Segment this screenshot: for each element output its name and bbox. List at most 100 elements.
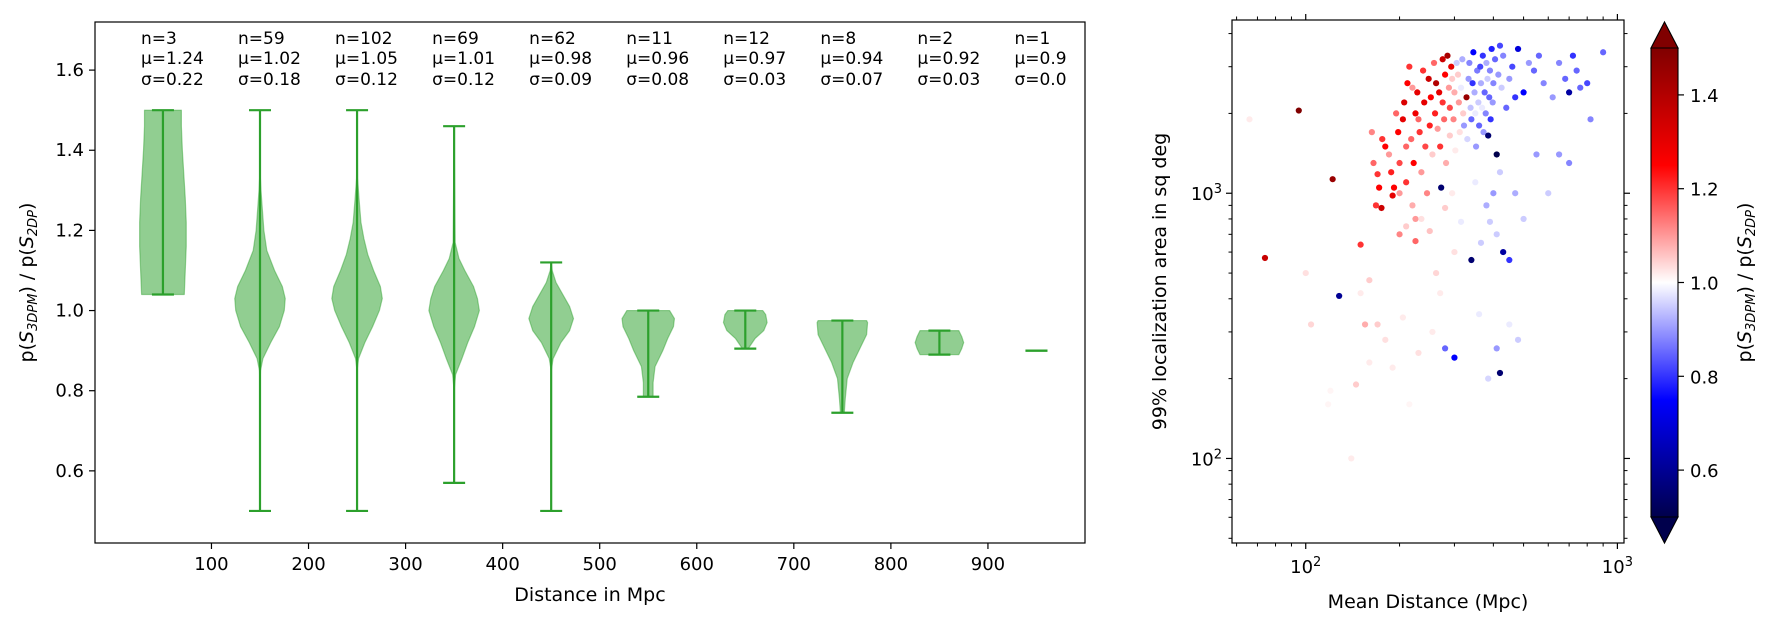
- scatter-point: [1437, 290, 1444, 297]
- scatter-point: [1403, 444, 1410, 451]
- group-n-label: n=1: [1014, 29, 1050, 49]
- scatter-point: [1423, 190, 1431, 197]
- scatter-point: [1395, 129, 1402, 136]
- scatter-point: [1307, 321, 1315, 328]
- violin-chart: n=3μ=1.24σ=0.22n=59μ=1.02σ=0.18n=102μ=1.…: [16, 21, 1086, 606]
- scatter-point: [1584, 80, 1591, 87]
- scatter-x-axis-label: Mean Distance (Mpc): [1328, 591, 1529, 613]
- scatter-point: [1514, 45, 1522, 53]
- scatter-point: [1475, 99, 1482, 106]
- scatter-point: [1486, 67, 1494, 74]
- scatter-point: [1399, 116, 1406, 123]
- colorbar-tick-label: 1.4: [1690, 86, 1719, 107]
- scatter-point: [1460, 122, 1468, 129]
- y-tick-label: 1.4: [55, 140, 84, 161]
- y-tick-label: 102: [1191, 447, 1222, 471]
- scatter-point: [1403, 143, 1410, 150]
- scatter-point: [1352, 381, 1360, 388]
- violin-group: [428, 125, 480, 484]
- scatter-point: [1460, 110, 1467, 117]
- scatter-point: [1436, 89, 1443, 96]
- scatter-point: [1396, 190, 1403, 197]
- scatter-point: [1409, 84, 1416, 91]
- group-n-label: n=2: [917, 29, 953, 49]
- scatter-point: [1477, 80, 1485, 87]
- scatter-point: [1426, 122, 1433, 129]
- scatter-point: [1453, 59, 1460, 67]
- x-tick-label: 103: [1602, 555, 1633, 579]
- scatter-point: [1493, 231, 1500, 238]
- scatter-point: [1325, 401, 1332, 408]
- scatter-point: [1379, 136, 1386, 143]
- scatter-point: [1466, 59, 1473, 67]
- scatter-point: [1540, 80, 1547, 87]
- scatter-point: [1469, 80, 1476, 87]
- scatter-point: [1393, 110, 1400, 117]
- scatter-point: [1468, 116, 1475, 123]
- scatter-point: [1509, 63, 1516, 70]
- cbar-label-s1: S: [1734, 331, 1756, 343]
- scatter-point: [1396, 231, 1403, 238]
- scatter-point: [1545, 190, 1552, 197]
- scatter-point: [1409, 202, 1416, 209]
- scatter-point: [1490, 80, 1497, 87]
- group-n-label: n=11: [626, 29, 673, 49]
- scatter-point: [1445, 84, 1453, 91]
- colorbar-extend-top: [1650, 20, 1679, 49]
- scatter-ticks: 102 103 102 103: [1191, 14, 1633, 578]
- scatter-point: [1465, 75, 1472, 82]
- scatter-point: [1441, 116, 1448, 123]
- x-tick-label: 900: [971, 554, 1005, 575]
- scatter-point: [1446, 104, 1453, 111]
- scatter-point: [1480, 129, 1487, 136]
- scatter-point: [1587, 116, 1594, 123]
- scatter-point: [1406, 401, 1413, 408]
- scatter-point: [1483, 202, 1490, 209]
- scatter-point: [1470, 49, 1477, 56]
- scatter-point: [1555, 59, 1563, 67]
- scatter-point: [1569, 52, 1577, 59]
- scatter-point: [1483, 59, 1490, 67]
- violin-y-ticks: 0.6 0.8 1.0 1.2 1.4 1.6: [55, 60, 95, 482]
- scatter-point: [1472, 143, 1480, 150]
- scatter-point: [1295, 107, 1302, 114]
- scatter-point: [1449, 190, 1456, 197]
- scatter-point: [1450, 116, 1457, 123]
- scatter-point: [1378, 204, 1385, 212]
- group-n-label: n=8: [820, 29, 856, 49]
- scatter-point: [1421, 387, 1428, 394]
- scatter-point: [1471, 89, 1478, 96]
- cbar-label-end: ): [1734, 203, 1756, 210]
- violin-series: [139, 109, 1048, 513]
- group-sigma-label: σ=0.22: [141, 70, 204, 90]
- group-mean-label: μ=1.05: [335, 49, 398, 69]
- scatter-point: [1451, 354, 1458, 361]
- scatter-point: [1433, 80, 1440, 87]
- scatter-point: [1577, 84, 1584, 91]
- group-mean-label: μ=0.96: [626, 49, 689, 69]
- scatter-point: [1376, 184, 1383, 191]
- scatter-point: [1535, 52, 1543, 59]
- scatter-point: [1481, 89, 1488, 96]
- scatter-point: [1441, 71, 1449, 78]
- scatter-point: [1487, 116, 1494, 123]
- scatter-point: [1485, 375, 1492, 382]
- scatter-point: [1418, 215, 1425, 223]
- colorbar-extend-bottom: [1650, 516, 1679, 545]
- scatter-point: [1419, 67, 1427, 74]
- group-mean-label: μ=0.92: [917, 49, 980, 69]
- scatter-point: [1389, 364, 1396, 371]
- scatter-point: [1472, 110, 1479, 117]
- scatter-point: [1566, 159, 1573, 167]
- scatter-point: [1512, 94, 1519, 101]
- scatter-point: [1459, 56, 1466, 63]
- colorbar-gradient: [1650, 47, 1679, 518]
- scatter-point: [1448, 63, 1455, 70]
- scatter-point: [1525, 59, 1532, 67]
- scatter-point: [1472, 179, 1479, 186]
- violin-group: [331, 109, 383, 513]
- scatter-point: [1477, 63, 1484, 70]
- ylabel-s1: S: [16, 331, 38, 343]
- scatter-point: [1489, 99, 1496, 106]
- group-mean-label: μ=0.94: [820, 49, 883, 69]
